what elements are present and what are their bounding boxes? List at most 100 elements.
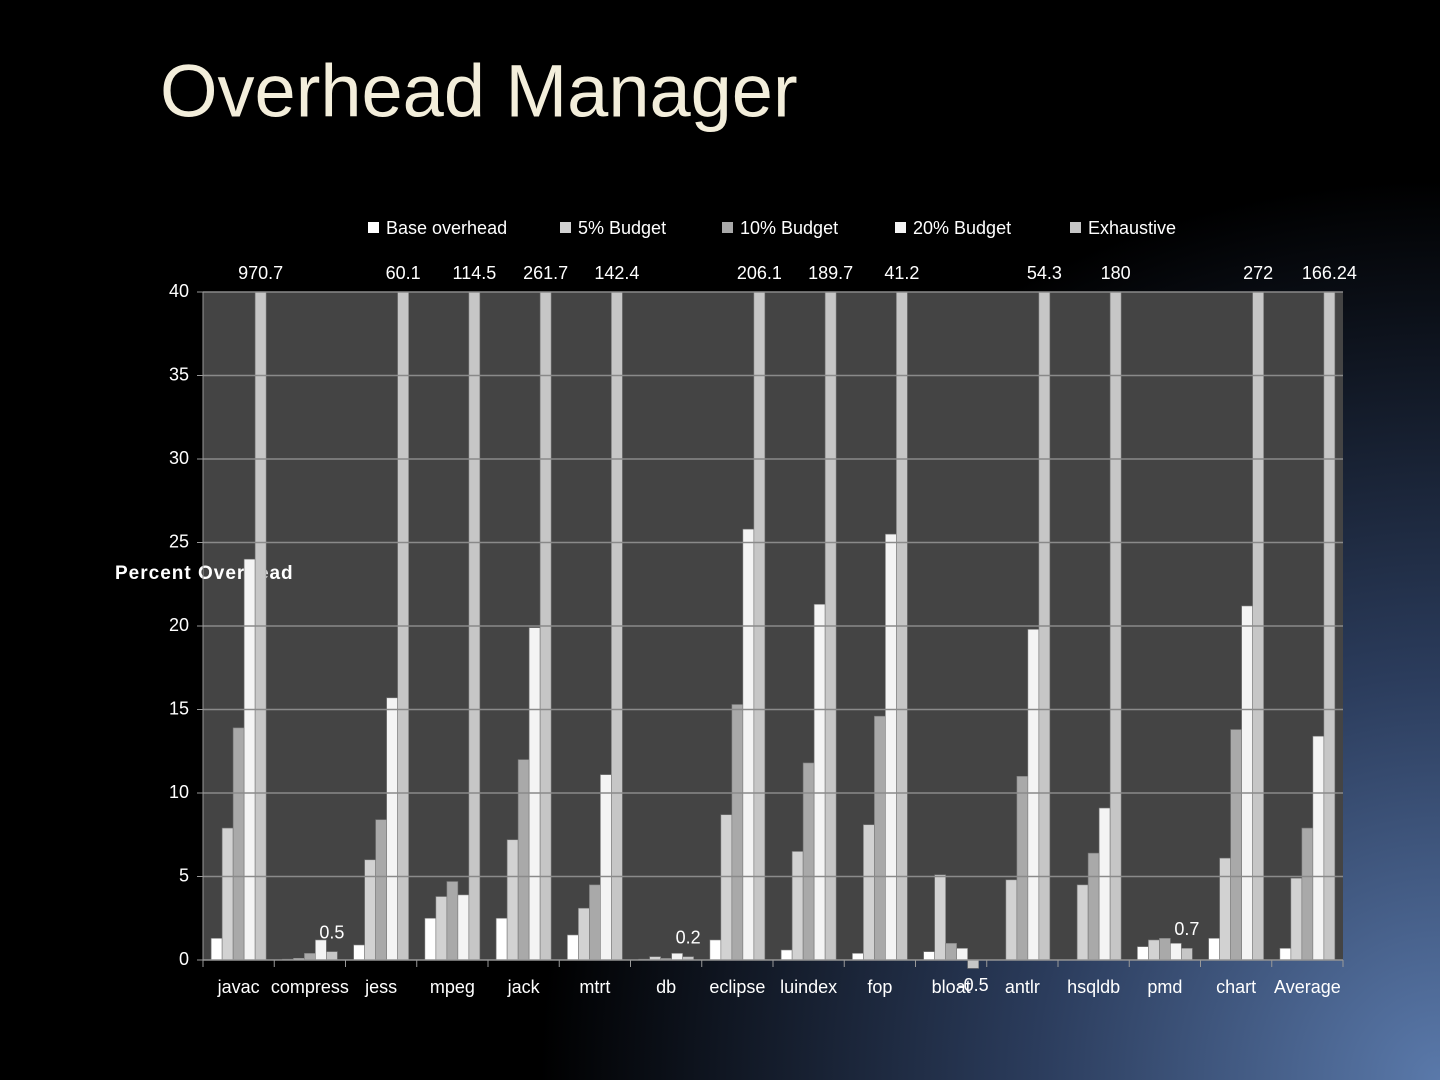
legend-label: 20% Budget xyxy=(913,218,1011,238)
data-label: 166.24 xyxy=(1302,263,1357,283)
bar xyxy=(495,917,508,961)
data-label: 180 xyxy=(1101,263,1131,283)
bar xyxy=(863,824,875,961)
data-label: 41.2 xyxy=(884,263,919,283)
x-tick-label: jess xyxy=(364,977,397,997)
bar xyxy=(852,953,864,961)
bar xyxy=(1076,884,1089,961)
bar xyxy=(1027,629,1040,961)
x-tick-label: compress xyxy=(271,977,349,997)
data-label: 60.1 xyxy=(386,263,421,283)
bar xyxy=(1181,948,1193,961)
bar xyxy=(315,939,327,961)
bar xyxy=(1159,937,1171,961)
bar xyxy=(506,839,519,961)
bar xyxy=(326,951,338,961)
bar xyxy=(304,953,316,961)
bar xyxy=(221,827,234,961)
bar xyxy=(517,759,530,961)
bar xyxy=(424,917,437,961)
x-tick-label: luindex xyxy=(780,977,837,997)
data-label: 114.5 xyxy=(453,263,497,283)
bar xyxy=(742,528,755,961)
data-label: 142.4 xyxy=(594,263,639,283)
x-tick-label: Average xyxy=(1274,977,1341,997)
data-label: 970.7 xyxy=(238,263,283,283)
y-tick-label: 5 xyxy=(179,865,189,885)
data-label: 189.7 xyxy=(808,263,853,283)
data-label: 206.1 xyxy=(737,263,782,283)
x-tick-label: mtrt xyxy=(579,977,610,997)
bar xyxy=(885,533,897,961)
bar xyxy=(446,881,459,961)
x-tick-label: hsqldb xyxy=(1067,977,1120,997)
legend-swatch xyxy=(368,222,379,233)
bar xyxy=(923,951,935,961)
bar xyxy=(1087,852,1100,961)
slide-title: Overhead Manager xyxy=(160,50,798,133)
bar xyxy=(1148,939,1160,961)
bar xyxy=(956,948,968,961)
legend-swatch xyxy=(1070,222,1081,233)
bar xyxy=(1219,857,1231,961)
x-tick-label: chart xyxy=(1216,977,1256,997)
bar xyxy=(671,953,683,961)
bar xyxy=(210,937,223,961)
bar xyxy=(1301,827,1314,961)
bar xyxy=(1016,775,1029,961)
x-tick-label: jack xyxy=(507,977,541,997)
bar xyxy=(1005,879,1018,961)
y-tick-label: 40 xyxy=(169,281,189,301)
y-tick-label: 10 xyxy=(169,782,189,802)
bar xyxy=(934,874,946,961)
data-label: 54.3 xyxy=(1027,263,1062,283)
x-tick-label: pmd xyxy=(1147,977,1182,997)
bar xyxy=(386,697,398,961)
bar xyxy=(567,934,579,961)
bar xyxy=(457,894,470,961)
bar xyxy=(353,944,365,961)
bar xyxy=(243,558,256,961)
x-tick-label: bloat xyxy=(932,977,971,997)
data-label: 261.7 xyxy=(523,263,568,283)
bar xyxy=(528,627,541,961)
bar xyxy=(589,884,601,961)
legend-label: Exhaustive xyxy=(1088,218,1176,238)
y-tick-label: 20 xyxy=(169,615,189,635)
x-tick-label: javac xyxy=(217,977,260,997)
bar xyxy=(364,859,376,961)
bar xyxy=(720,814,733,961)
bar xyxy=(1170,942,1182,961)
bar xyxy=(1279,948,1292,961)
bar xyxy=(945,942,957,961)
legend-label: 5% Budget xyxy=(578,218,666,238)
legend-swatch xyxy=(895,222,906,233)
bar xyxy=(791,851,804,961)
bar xyxy=(1290,877,1303,961)
bar xyxy=(874,715,886,961)
bar xyxy=(435,896,448,961)
bar xyxy=(967,959,979,969)
bar xyxy=(1208,937,1220,961)
bar xyxy=(813,603,826,961)
y-tick-label: 0 xyxy=(179,949,189,969)
data-label: -0.5 xyxy=(958,975,989,995)
bar xyxy=(1137,946,1149,961)
x-tick-label: fop xyxy=(867,977,892,997)
bar xyxy=(578,907,590,961)
x-tick-label: mpeg xyxy=(430,977,475,997)
data-label: 0.5 xyxy=(319,922,344,942)
bar xyxy=(600,774,612,961)
bar xyxy=(1230,729,1242,961)
y-tick-label: 25 xyxy=(169,531,189,551)
y-axis-label: Percent Overhead xyxy=(115,563,294,584)
y-tick-label: 35 xyxy=(169,364,189,384)
y-tick-label: 30 xyxy=(169,448,189,468)
bar xyxy=(731,704,744,961)
bar xyxy=(780,949,793,961)
y-tick-label: 15 xyxy=(169,698,189,718)
bar xyxy=(1312,735,1325,961)
data-label: 272 xyxy=(1243,263,1273,283)
x-tick-label: eclipse xyxy=(709,977,765,997)
